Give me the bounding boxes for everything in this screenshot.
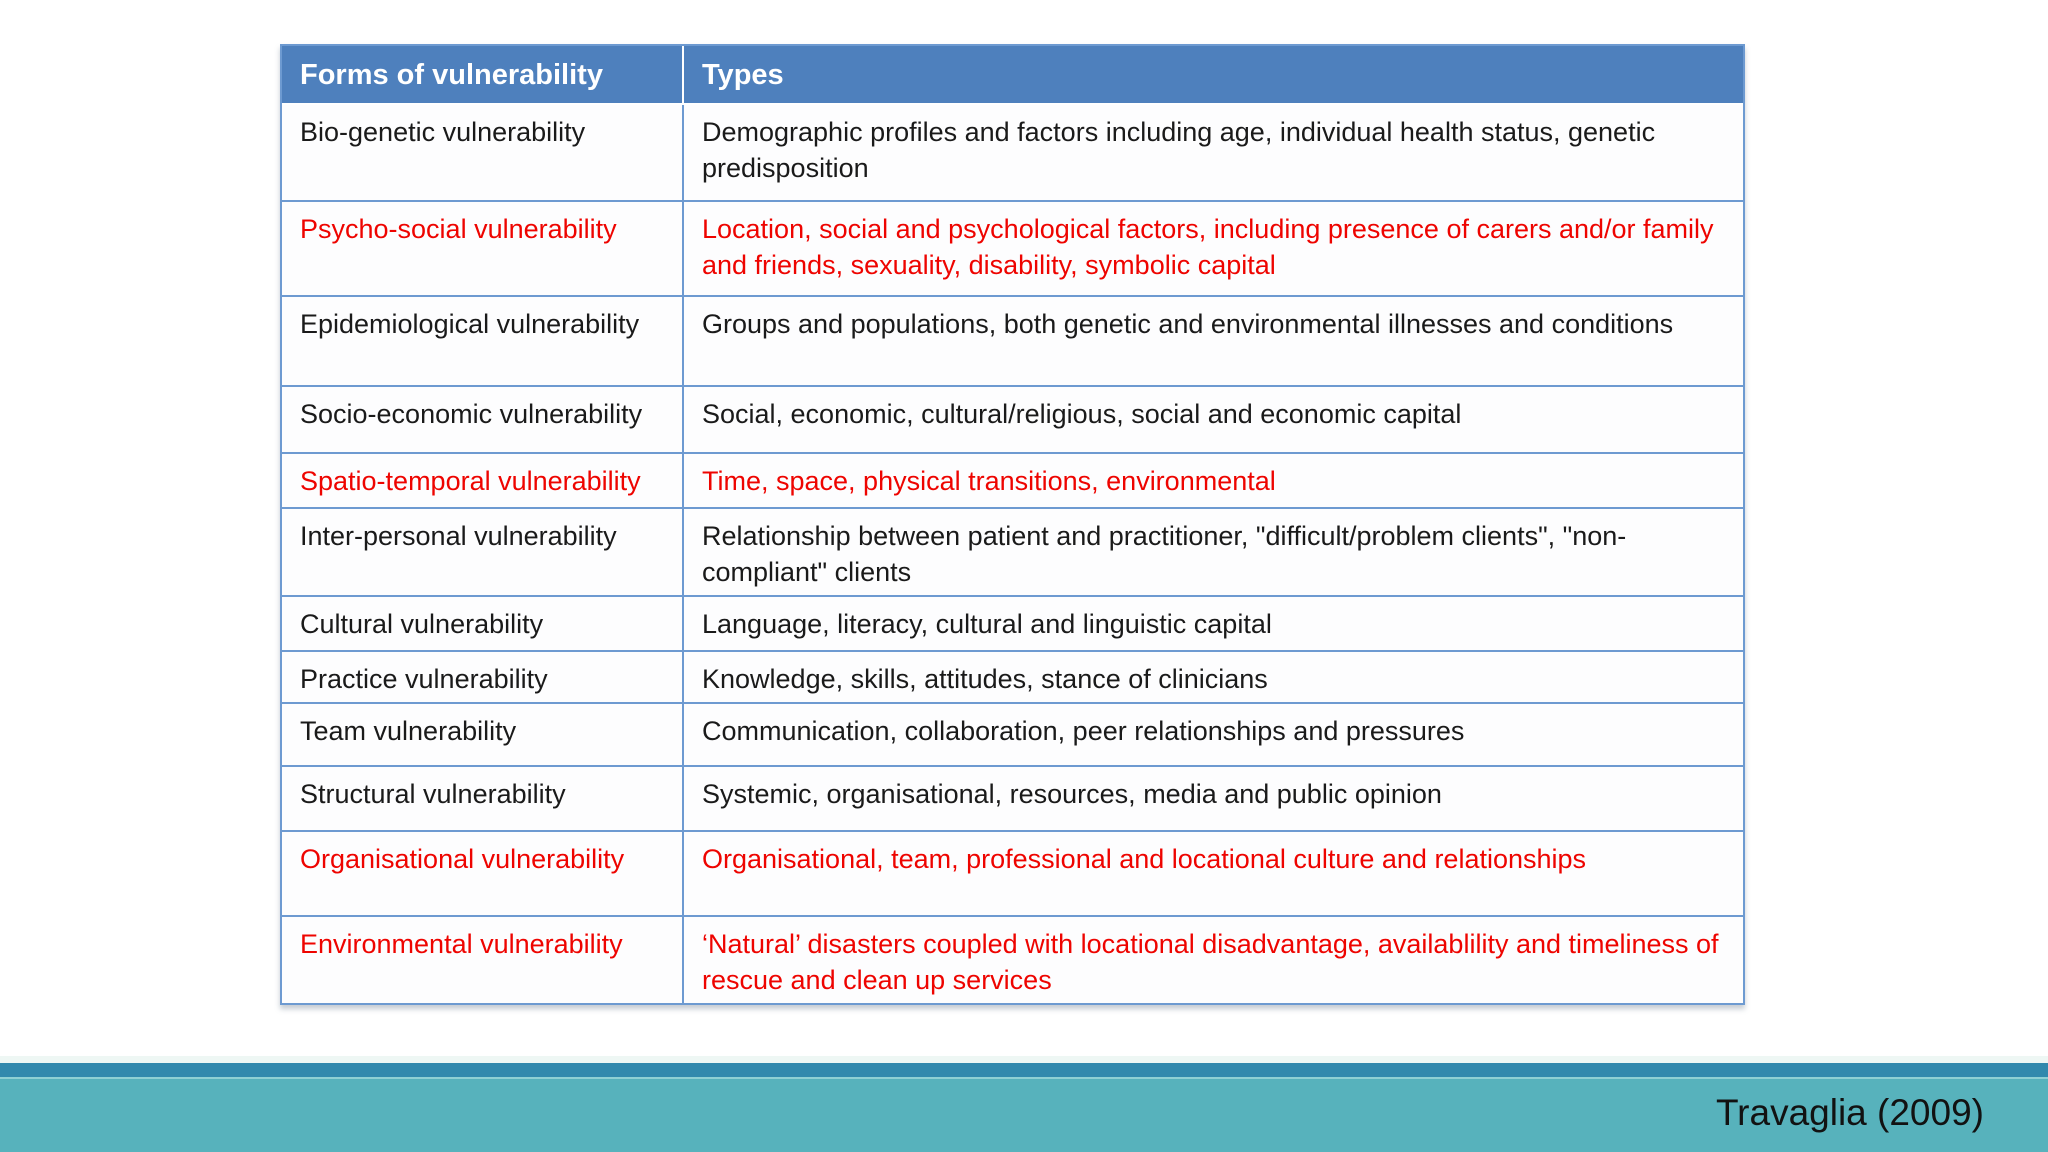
header-types: Types: [702, 58, 784, 91]
table-row: Socio-economic vulnerability Social, eco…: [282, 387, 1743, 454]
form-cell: Practice vulnerability: [282, 652, 684, 702]
table-row: Environmental vulnerability ‘Natural’ di…: [282, 917, 1743, 1003]
type-cell: Demographic profiles and factors includi…: [702, 117, 1656, 183]
form-cell: Organisational vulnerability: [282, 832, 684, 915]
header-forms-of-vulnerability: Forms of vulnerability: [282, 46, 684, 103]
table-row: Bio-genetic vulnerability Demographic pr…: [282, 105, 1743, 202]
form-cell: Epidemiological vulnerability: [282, 297, 684, 385]
table-row: Cultural vulnerability Language, literac…: [282, 597, 1743, 652]
type-cell: Communication, collaboration, peer relat…: [702, 716, 1465, 746]
type-cell: Organisational, team, professional and l…: [702, 844, 1587, 874]
form-cell: Spatio-temporal vulnerability: [282, 454, 684, 507]
type-cell: Social, economic, cultural/religious, so…: [702, 399, 1462, 429]
form-cell: Bio-genetic vulnerability: [282, 105, 684, 200]
form-cell: Psycho-social vulnerability: [282, 202, 684, 295]
form-cell: Inter-personal vulnerability: [282, 509, 684, 595]
form-cell: Team vulnerability: [282, 704, 684, 765]
footer-accent-bar: [0, 1063, 2048, 1077]
table-row: Team vulnerability Communication, collab…: [282, 704, 1743, 767]
form-cell: Structural vulnerability: [282, 767, 684, 830]
type-cell: Language, literacy, cultural and linguis…: [702, 609, 1272, 639]
type-cell: Systemic, organisational, resources, med…: [702, 779, 1442, 809]
form-cell: Environmental vulnerability: [282, 917, 684, 1003]
citation-text: Travaglia (2009): [1715, 1092, 1984, 1133]
type-cell: ‘Natural’ disasters coupled with locatio…: [702, 929, 1719, 995]
table-row: Structural vulnerability Systemic, organ…: [282, 767, 1743, 832]
type-cell: Relationship between patient and practit…: [702, 521, 1627, 587]
footer-teal-band: Travaglia (2009): [0, 1077, 2048, 1152]
type-cell: Groups and populations, both genetic and…: [702, 309, 1674, 339]
table-row: Inter-personal vulnerability Relationshi…: [282, 509, 1743, 597]
type-cell: Location, social and psychological facto…: [702, 214, 1714, 280]
table-row: Epidemiological vulnerability Groups and…: [282, 297, 1743, 387]
type-cell: Knowledge, skills, attitudes, stance of …: [702, 664, 1268, 694]
table-header-row: Forms of vulnerability Types: [282, 46, 1743, 105]
vulnerability-table: Forms of vulnerability Types Bio-genetic…: [280, 44, 1745, 1005]
table-row: Spatio-temporal vulnerability Time, spac…: [282, 454, 1743, 509]
type-cell: Time, space, physical transitions, envir…: [702, 466, 1276, 496]
footer-light-line: [0, 1056, 2048, 1063]
table-row: Organisational vulnerability Organisatio…: [282, 832, 1743, 917]
form-cell: Socio-economic vulnerability: [282, 387, 684, 452]
table-row: Psycho-social vulnerability Location, so…: [282, 202, 1743, 297]
table-row: Practice vulnerability Knowledge, skills…: [282, 652, 1743, 704]
form-cell: Cultural vulnerability: [282, 597, 684, 650]
